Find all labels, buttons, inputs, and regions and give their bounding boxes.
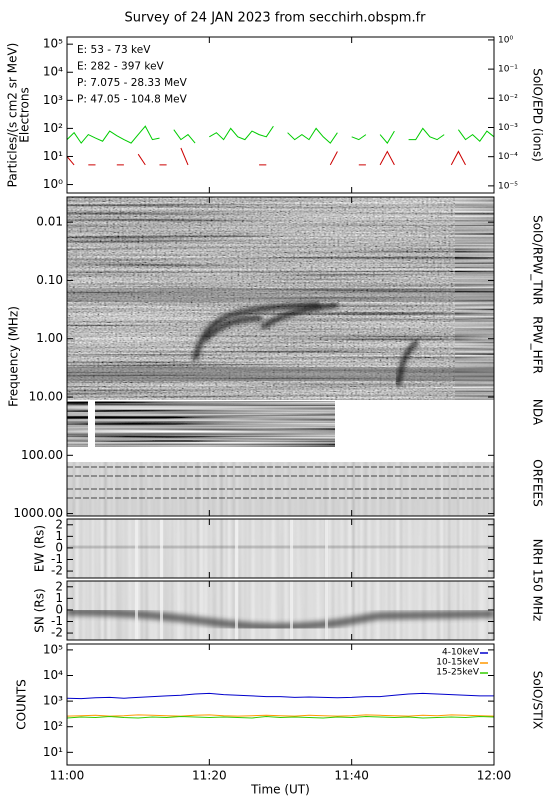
y2-tick-label: 10⁻⁴ [498, 152, 518, 162]
series-line [67, 715, 494, 719]
spectrogram-streaks [455, 197, 494, 400]
legend-label: 10-15keV [436, 658, 480, 668]
y-tick-label: 1 [55, 591, 63, 605]
legend-label: E: 282 - 397 keV [77, 61, 165, 73]
x-tick-label: 11:40 [334, 769, 369, 783]
y-tick-label: 10⁴ [43, 668, 63, 682]
y-tick-label: 2 [55, 517, 63, 531]
y-tick-label: 10⁴ [43, 65, 63, 79]
x-tick-label: 11:20 [192, 769, 227, 783]
y-tick-label: 10⁵ [43, 642, 63, 656]
y-tick-label: 100.00 [21, 448, 63, 462]
y-axis-label: Particles/(s cm2 sr MeV) [6, 43, 20, 188]
y-axis-label: EW (Rs) [33, 525, 47, 572]
interference-stripe [325, 581, 328, 640]
legend-label: 4-10keV [442, 648, 480, 658]
panel-frame [66, 643, 495, 766]
y-tick-label: 0.01 [36, 215, 63, 229]
y-axis-label: Electrons [18, 87, 32, 142]
radio-burst [192, 302, 321, 361]
series-line [67, 692, 494, 700]
right-label: NRH 150 MHz [531, 539, 545, 622]
y-axis-label: Frequency (MHz) [7, 306, 21, 407]
plot-area [67, 197, 494, 516]
y-tick-label: -2 [51, 626, 63, 640]
y-tick-label: 10¹ [43, 745, 63, 759]
y-tick-label: 10.00 [29, 390, 63, 404]
y2-tick-label: 10⁻² [498, 94, 518, 104]
right-label: NDA [531, 399, 545, 426]
panel-frame [66, 518, 495, 579]
panel-frame [66, 196, 495, 517]
interference-stripe [235, 581, 238, 640]
y-tick-label: 1000.00 [13, 506, 63, 520]
y-tick-label: 0 [55, 540, 63, 554]
interference-stripe [160, 519, 163, 578]
y-tick-label: 10⁵ [43, 37, 63, 51]
y-tick-label: -1 [51, 614, 63, 628]
radio-burst [395, 339, 420, 387]
y-tick-label: 1 [55, 529, 63, 543]
series-line [67, 125, 494, 144]
plot-area [67, 581, 494, 640]
legend-label: P: 7.075 - 28.33 MeV [77, 77, 188, 89]
panel-frame [66, 36, 495, 194]
right-label: ORFEES [531, 459, 545, 506]
interference-stripe [325, 519, 328, 578]
interference-stripe [160, 581, 163, 640]
right-label: RPW_HFR [531, 316, 545, 374]
interference-stripe [235, 519, 238, 578]
y-tick-label: 0 [55, 602, 63, 616]
y2-tick-label: 10⁻³ [498, 123, 518, 133]
spectrogram-streaks [67, 197, 494, 400]
legend-label: P: 47.05 - 104.8 MeV [77, 94, 188, 106]
y-tick-label: 10⁰ [43, 177, 63, 191]
y2-tick-label: 10⁻¹ [498, 65, 518, 75]
y-tick-label: 10² [43, 719, 63, 733]
nda-texture [67, 401, 335, 447]
series-line [67, 147, 466, 166]
y2-tick-label: 10⁰ [498, 35, 513, 45]
series-line [67, 714, 494, 717]
legend-label: E: 53 - 73 keV [77, 44, 151, 56]
interference-stripe [135, 581, 138, 640]
x-tick-label: 12:00 [477, 769, 512, 783]
plot-area [67, 692, 494, 719]
plot-area [67, 125, 494, 166]
interference-stripe [135, 519, 138, 578]
right-label: SolO/EPD (ions) [531, 68, 545, 162]
interference-stripe [290, 581, 293, 640]
source-band [67, 607, 494, 631]
y-tick-label: 0.10 [36, 273, 63, 287]
y-tick-label: 10² [43, 121, 63, 135]
y-tick-label: 10³ [43, 93, 63, 107]
y2-tick-label: 10⁻⁵ [498, 181, 518, 191]
y-tick-label: 1.00 [36, 331, 63, 345]
right-label: SolO/STIX [531, 671, 545, 730]
panel-frame [66, 580, 495, 641]
legend-label: 15-25keV [436, 668, 480, 678]
nda-gap [88, 401, 95, 447]
radio-burst [260, 302, 339, 331]
y-tick-label: 10¹ [43, 149, 63, 163]
x-axis-label: Time (UT) [250, 783, 310, 797]
x-tick-label: 11:00 [50, 769, 85, 783]
spectrogram-band [67, 288, 494, 302]
spectrogram-band [67, 367, 494, 381]
y-tick-label: -1 [51, 552, 63, 566]
interference-stripe [290, 519, 293, 578]
right-label: SolO/RPW_TNR [531, 215, 545, 305]
y-tick-label: 2 [55, 579, 63, 593]
y-axis-label: COUNTS [15, 679, 29, 730]
plot-area [67, 519, 494, 578]
y-axis-label: SN (Rs) [33, 588, 47, 632]
radio-burst [203, 315, 263, 342]
y-tick-label: -2 [51, 564, 63, 578]
chart-title: Survey of 24 JAN 2023 from secchirh.obsp… [125, 11, 427, 26]
y-tick-label: 10³ [43, 694, 63, 708]
source-band [67, 543, 494, 551]
